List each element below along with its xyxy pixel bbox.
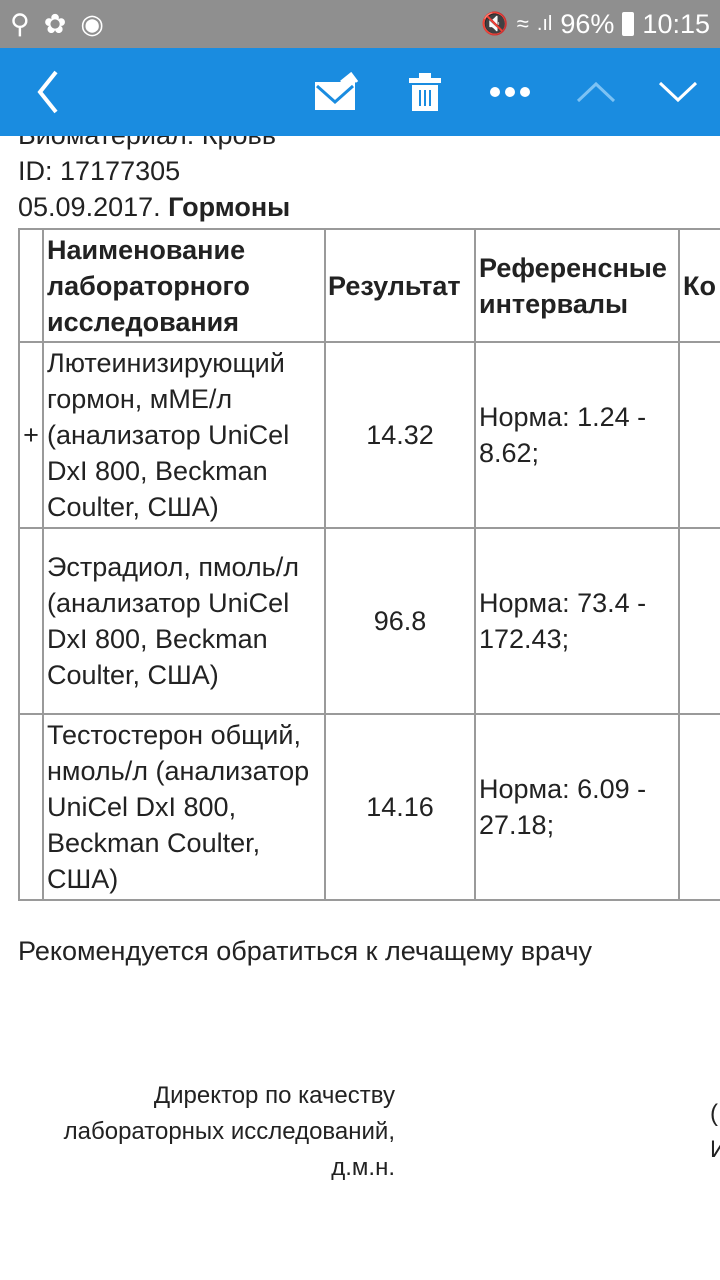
wifi-icon: ≈	[516, 11, 529, 36]
flag	[18, 527, 44, 715]
result: 96.8	[324, 527, 476, 715]
date: 05.09.2017.	[18, 192, 161, 222]
flag: +	[18, 341, 44, 529]
table-row: Тестостерон общий, нмоль/л (анализатор U…	[18, 713, 720, 901]
recommendation: Рекомендуется обратиться к лечащему врач…	[18, 936, 593, 966]
reference: Норма: 1.24 - 8.62;	[474, 341, 680, 529]
comment	[678, 341, 720, 529]
comment	[678, 713, 720, 901]
table-header: Наименование лабораторного исследования …	[18, 228, 720, 343]
more-icon	[490, 87, 530, 97]
move-mail-icon	[315, 72, 359, 110]
previous-button[interactable]	[566, 48, 626, 136]
results-table: Наименование лабораторного исследования …	[18, 228, 720, 901]
up-icon	[576, 81, 616, 103]
signature-block: Директор по качеству лабораторных исслед…	[64, 1078, 395, 1186]
back-icon	[37, 70, 58, 114]
header-result: Результат	[324, 228, 476, 343]
header-ref: Референсные интервалы	[474, 228, 680, 343]
shield-icon: ◉	[80, 8, 104, 39]
next-button[interactable]	[648, 48, 708, 136]
cut-off-text: ( И	[710, 1096, 720, 1168]
move-mail-button[interactable]	[306, 48, 366, 136]
header-name: Наименование лабораторного исследования	[42, 228, 326, 343]
table-row: Эстрадиол, пмоль/л (анализатор UniCel Dx…	[18, 527, 720, 715]
date-section: 05.09.2017. Гормоны	[18, 192, 290, 223]
toolbar	[0, 48, 720, 136]
status-bar: ⚲ ✿ ◉ 🔇 ≈ .ıl 96% 10:15	[0, 0, 720, 48]
uc-browser-icon: ✿	[43, 8, 67, 39]
comment	[678, 527, 720, 715]
flag	[18, 713, 44, 901]
mute-icon: 🔇	[481, 11, 509, 36]
test-name: Лютеинизирующий гормон, мМЕ/л (анализато…	[42, 341, 326, 529]
message-body[interactable]: Биоматериал: Кровь ID: 17177305 05.09.20…	[0, 136, 720, 1280]
trash-icon	[409, 73, 441, 111]
signature-line: д.м.н.	[331, 1154, 395, 1181]
search-icon: ⚲	[10, 8, 30, 39]
cut-off-line: (	[710, 1100, 718, 1127]
reference: Норма: 6.09 - 27.18;	[474, 713, 680, 901]
down-icon	[658, 81, 698, 103]
result: 14.32	[324, 341, 476, 529]
test-name: Эстрадиол, пмоль/л (анализатор UniCel Dx…	[42, 527, 326, 715]
result: 14.16	[324, 713, 476, 901]
section-title: Гормоны	[168, 192, 291, 222]
delete-button[interactable]	[395, 48, 455, 136]
header-flag	[18, 228, 44, 343]
more-button[interactable]	[480, 48, 540, 136]
cut-off-line: И	[710, 1136, 720, 1163]
battery-icon	[622, 12, 635, 36]
signal-icon: .ıl	[536, 12, 553, 35]
table-row: + Лютеинизирующий гормон, мМЕ/л (анализа…	[18, 341, 720, 529]
biomaterial: Биоматериал: Кровь	[18, 136, 276, 151]
header-comment: Ко	[678, 228, 720, 343]
sample-id: ID: 17177305	[18, 156, 181, 186]
test-name: Тестостерон общий, нмоль/л (анализатор U…	[42, 713, 326, 901]
battery-text: 96%	[560, 8, 615, 39]
signature-line: Директор по качеству	[153, 1082, 395, 1109]
clock: 10:15	[642, 8, 710, 39]
back-button[interactable]	[18, 48, 78, 136]
reference: Норма: 73.4 - 172.43;	[474, 527, 680, 715]
signature-line: лабораторных исследований,	[63, 1118, 395, 1145]
